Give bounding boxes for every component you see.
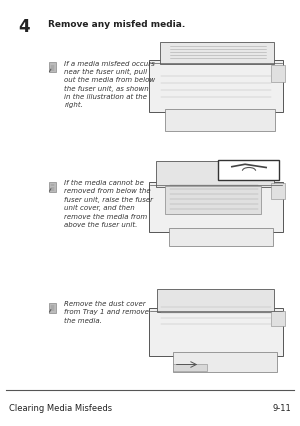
FancyBboxPatch shape bbox=[271, 311, 285, 326]
FancyBboxPatch shape bbox=[271, 65, 285, 83]
FancyBboxPatch shape bbox=[49, 63, 56, 73]
FancyBboxPatch shape bbox=[149, 308, 283, 356]
Text: 4: 4 bbox=[18, 18, 30, 36]
FancyBboxPatch shape bbox=[173, 352, 277, 372]
Text: 9-11: 9-11 bbox=[272, 403, 291, 412]
FancyBboxPatch shape bbox=[157, 289, 274, 313]
Text: If a media misfeed occurs
near the fuser unit, pull
out the media from below
the: If a media misfeed occurs near the fuser… bbox=[64, 60, 156, 108]
FancyBboxPatch shape bbox=[165, 187, 262, 214]
Text: Remove any misfed media.: Remove any misfed media. bbox=[48, 20, 185, 29]
FancyBboxPatch shape bbox=[173, 364, 207, 371]
FancyBboxPatch shape bbox=[160, 43, 274, 65]
FancyBboxPatch shape bbox=[49, 182, 56, 193]
FancyBboxPatch shape bbox=[149, 183, 283, 233]
FancyBboxPatch shape bbox=[49, 303, 56, 313]
FancyBboxPatch shape bbox=[156, 162, 274, 187]
FancyBboxPatch shape bbox=[271, 184, 285, 199]
Text: If the media cannot be
removed from below the
fuser unit, raise the fuser
unit c: If the media cannot be removed from belo… bbox=[64, 180, 154, 227]
FancyBboxPatch shape bbox=[165, 109, 275, 131]
FancyBboxPatch shape bbox=[149, 60, 283, 113]
FancyBboxPatch shape bbox=[169, 229, 273, 247]
Text: Clearing Media Misfeeds: Clearing Media Misfeeds bbox=[9, 403, 112, 412]
Text: Remove the dust cover
from Tray 1 and remove
the media.: Remove the dust cover from Tray 1 and re… bbox=[64, 300, 149, 323]
FancyBboxPatch shape bbox=[218, 160, 279, 181]
